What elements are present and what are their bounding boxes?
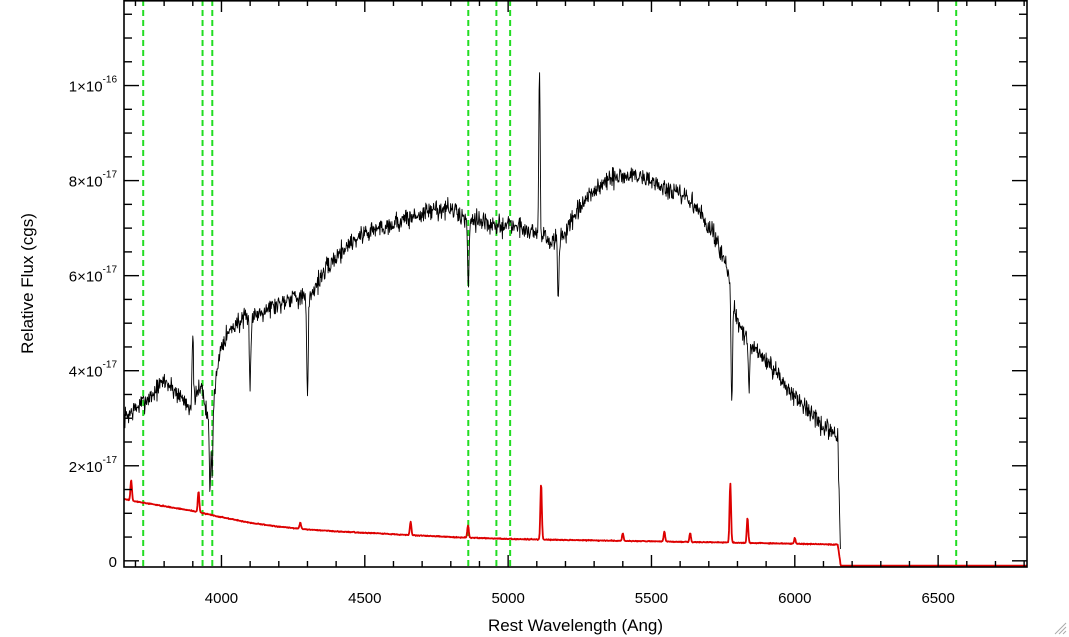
x-tick-label: 5000	[491, 590, 524, 607]
x-tick-label: 6000	[778, 590, 811, 607]
x-tick-label: 6500	[921, 590, 954, 607]
model-spectrum-line	[123, 479, 1028, 567]
y-axis-title: Relative Flux (cgs)	[18, 213, 37, 354]
y-tick-label: 4×10-17	[69, 360, 118, 381]
x-axis-title: Rest Wavelength (Ang)	[488, 616, 663, 635]
tick-labels: 4000 4500 5000 5500 6000 6500 0 2×10-17 4×10-17 6…	[69, 75, 955, 607]
y-tick-label: 6×10-17	[69, 265, 118, 286]
plot-frame	[123, 0, 1028, 568]
resize-grip-icon[interactable]	[1054, 622, 1067, 635]
series-layer	[123, 72, 1028, 567]
observed-spectrum-line	[123, 72, 841, 550]
y-tick-label: 1×10-16	[69, 75, 118, 96]
x-tick-label: 4000	[205, 590, 238, 607]
x-tick-label: 4500	[348, 590, 381, 607]
reference-lines	[142, 0, 958, 567]
axis-ticks	[124, 0, 1027, 567]
y-tick-label: 8×10-17	[69, 170, 118, 191]
y-tick-label: 0	[109, 554, 117, 571]
x-tick-label: 5500	[635, 590, 668, 607]
y-tick-label: 2×10-17	[69, 455, 118, 476]
